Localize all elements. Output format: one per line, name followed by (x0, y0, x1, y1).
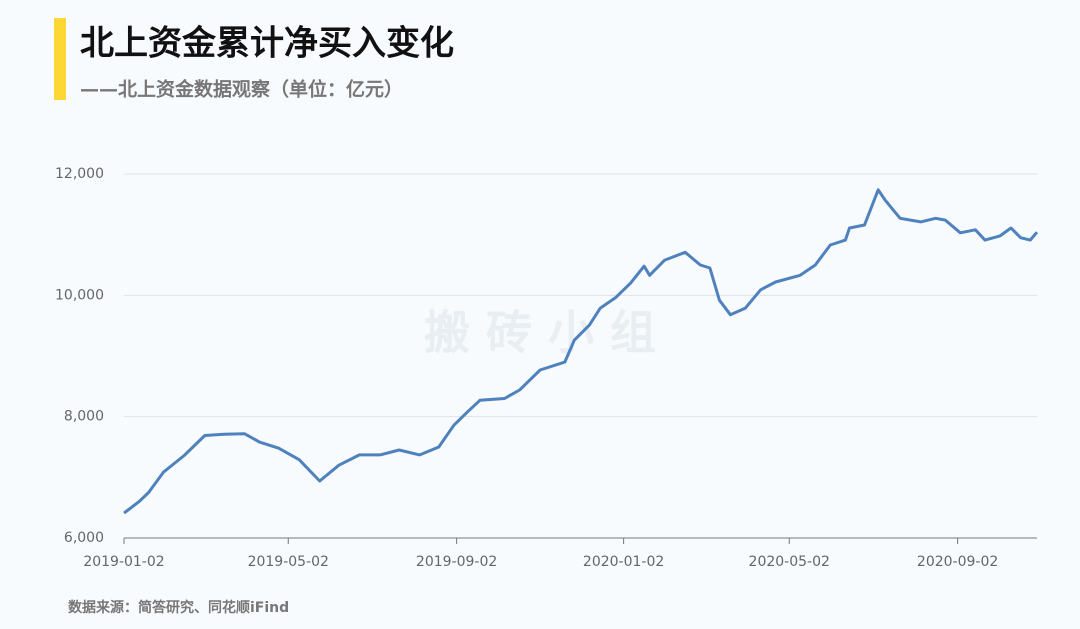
title-accent (54, 18, 66, 100)
source-note: 数据来源：简答研究、同花顺iFind (68, 599, 289, 616)
chart-title: 北上资金累计净买入变化 (80, 24, 454, 64)
x-tick-label: 2019-09-02 (416, 554, 497, 570)
y-tick-label: 8,000 (64, 409, 104, 425)
y-tick-label: 6,000 (64, 530, 104, 546)
line-series (123, 188, 1039, 515)
watermark: 搬 砖 小 组 (424, 306, 656, 360)
x-tick-label: 2020-01-02 (583, 554, 664, 570)
y-tick-label: 10,000 (55, 287, 104, 303)
y-tick-label: 12,000 (55, 166, 104, 182)
x-tick-label: 2019-05-02 (248, 554, 329, 570)
chart-subtitle: ——北上资金数据观察（单位：亿元） (80, 78, 403, 101)
x-tick-label: 2020-09-02 (917, 554, 998, 570)
x-tick-label: 2020-05-02 (749, 554, 830, 570)
x-tick-label: 2019-01-02 (83, 554, 164, 570)
